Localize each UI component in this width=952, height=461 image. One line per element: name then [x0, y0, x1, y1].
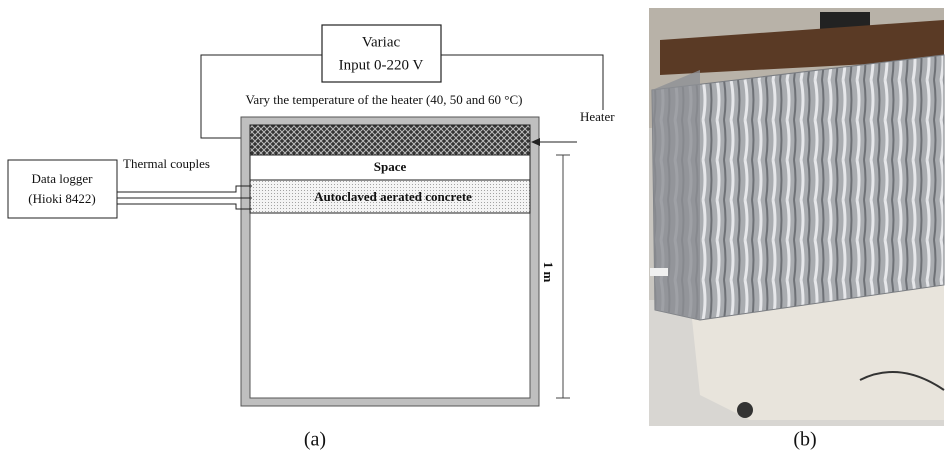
thermocouples-label: Thermal couples [123, 156, 210, 171]
caption-a: (a) [304, 429, 326, 451]
space-label: Space [374, 159, 407, 174]
diagram-a: Variac Input 0-220 V Vary the temperatur… [8, 25, 615, 406]
data-logger-title: Data logger [31, 171, 93, 186]
heater-note: Vary the temperature of the heater (40, … [245, 92, 522, 107]
figure: Variac Input 0-220 V Vary the temperatur… [0, 0, 952, 461]
dimension-label: 1 m [541, 262, 556, 283]
variac-input: Input 0-220 V [339, 57, 424, 73]
variac-title: Variac [362, 34, 401, 50]
thermocouples [117, 186, 252, 209]
data-logger-box [8, 160, 117, 218]
photo-b [649, 8, 944, 426]
caption-b: (b) [793, 429, 816, 451]
concrete-label: Autoclaved aerated concrete [314, 189, 472, 204]
data-logger-model: (Hioki 8422) [28, 191, 96, 206]
heater-label: Heater [580, 109, 615, 124]
heater [250, 125, 530, 155]
